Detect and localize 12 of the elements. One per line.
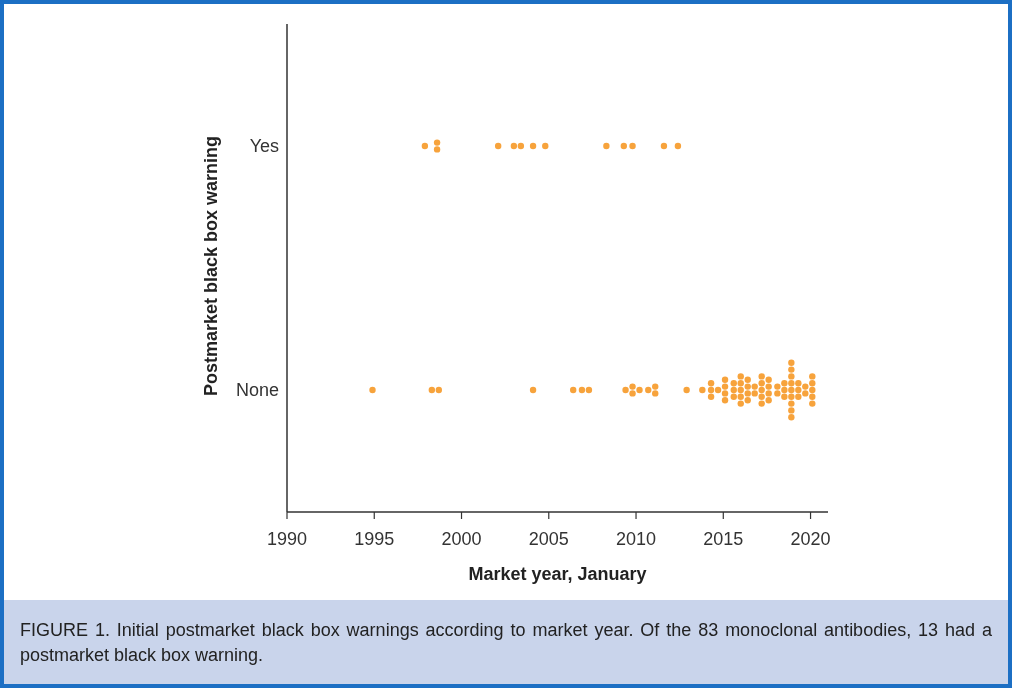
x-tick-label: 2010 bbox=[616, 529, 657, 549]
x-tick-label: 1995 bbox=[354, 529, 395, 549]
caption: FIGURE 1. Initial postmarket black box warnings according to market year. Of the 83 monoclonal antibodies, 13 had a postmarket black box warning. bbox=[20, 619, 992, 667]
x-tick-label: 2015 bbox=[703, 529, 744, 549]
x-tick-label: 2000 bbox=[441, 529, 482, 549]
y-tick-label: Yes bbox=[249, 136, 279, 156]
y-tick-label: None bbox=[235, 380, 279, 400]
x-axis-title: Market year, January bbox=[468, 564, 647, 584]
y-axis-title: Postmarket black box warning bbox=[201, 135, 221, 397]
x-tick-label: 2020 bbox=[790, 529, 831, 549]
x-tick-label: 1990 bbox=[266, 529, 308, 549]
x-tick-label: 2005 bbox=[528, 529, 569, 549]
